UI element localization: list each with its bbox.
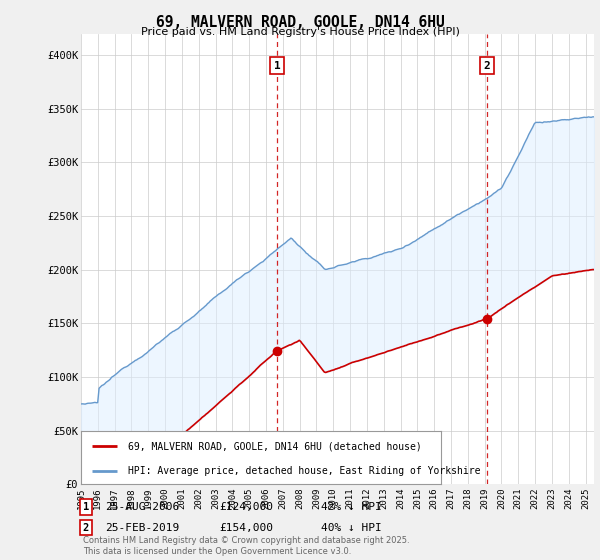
Text: 69, MALVERN ROAD, GOOLE, DN14 6HU: 69, MALVERN ROAD, GOOLE, DN14 6HU: [155, 15, 445, 30]
Text: 42% ↓ HPI: 42% ↓ HPI: [321, 502, 382, 512]
Text: 1: 1: [83, 502, 89, 512]
Text: 1: 1: [274, 61, 280, 71]
Text: £124,000: £124,000: [219, 502, 273, 512]
Text: Contains HM Land Registry data © Crown copyright and database right 2025.
This d: Contains HM Land Registry data © Crown c…: [83, 536, 409, 556]
Text: 2: 2: [83, 522, 89, 533]
Text: £154,000: £154,000: [219, 522, 273, 533]
Text: Price paid vs. HM Land Registry's House Price Index (HPI): Price paid vs. HM Land Registry's House …: [140, 27, 460, 37]
Text: 40% ↓ HPI: 40% ↓ HPI: [321, 522, 382, 533]
Text: 2: 2: [484, 61, 491, 71]
Text: 25-AUG-2006: 25-AUG-2006: [105, 502, 179, 512]
Text: HPI: Average price, detached house, East Riding of Yorkshire: HPI: Average price, detached house, East…: [128, 466, 481, 476]
Text: 25-FEB-2019: 25-FEB-2019: [105, 522, 179, 533]
Text: 69, MALVERN ROAD, GOOLE, DN14 6HU (detached house): 69, MALVERN ROAD, GOOLE, DN14 6HU (detac…: [128, 441, 422, 451]
